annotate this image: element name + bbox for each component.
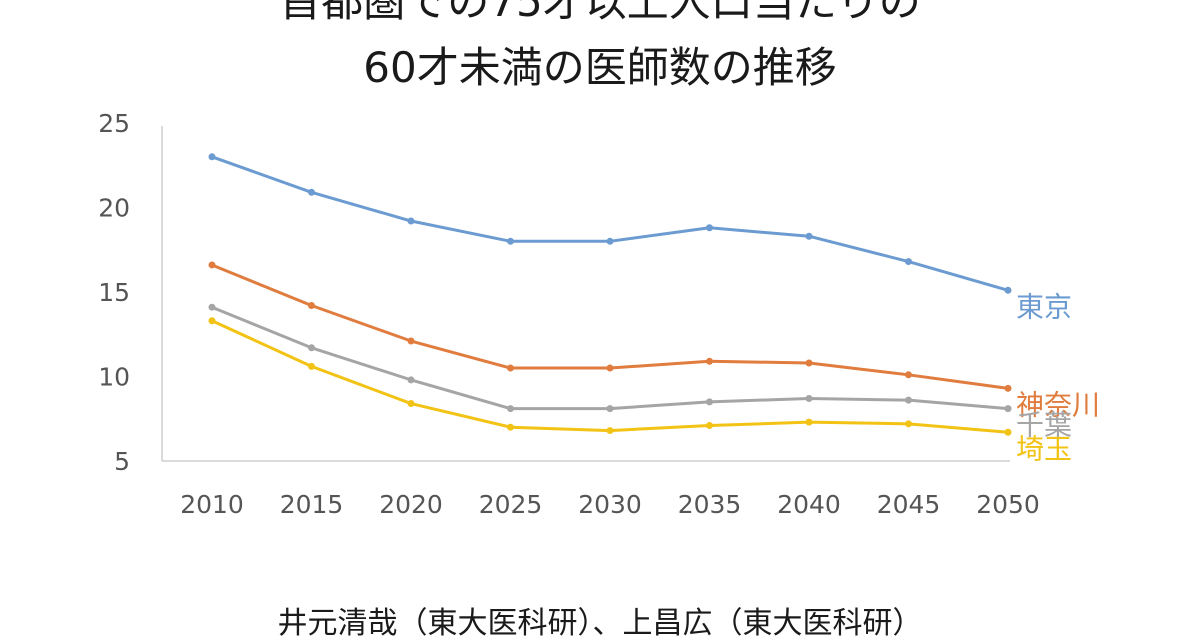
- data-point: [805, 359, 813, 367]
- x-tick-label: 2025: [479, 490, 543, 519]
- data-point: [805, 418, 813, 426]
- y-tick-label: 20: [98, 194, 130, 223]
- y-tick-label: 25: [98, 109, 130, 138]
- data-point: [208, 303, 216, 311]
- series-label: 埼玉: [1016, 432, 1072, 465]
- series-label: 千葉: [1016, 409, 1072, 442]
- data-point: [208, 261, 216, 269]
- chart-title-line-2: 60才未満の医師数の推移: [363, 43, 837, 92]
- x-tick-label: 2030: [578, 490, 642, 519]
- chart-title-line-1: 首都圏での75才以上人口当たりの: [279, 0, 921, 26]
- data-point: [606, 405, 614, 413]
- data-point: [805, 394, 813, 402]
- series-line: [211, 319, 1009, 434]
- data-point: [308, 344, 315, 352]
- data-point: [905, 371, 912, 379]
- data-point: [308, 188, 315, 196]
- x-tick-label: 2035: [678, 490, 742, 519]
- data-point: [706, 224, 713, 232]
- data-point: [606, 427, 614, 435]
- x-axis-ticks: 2010 2015 2020 2025 2030 2035 2040 2045 2050: [180, 490, 1040, 519]
- x-tick-label: 2020: [379, 490, 443, 519]
- y-tick-label: 5: [114, 447, 130, 476]
- data-point: [706, 422, 713, 430]
- x-tick-label: 2010: [180, 490, 244, 519]
- x-tick-label: 2040: [777, 490, 841, 519]
- data-point: [407, 217, 415, 225]
- chart-axes: [161, 126, 1010, 462]
- data-point: [208, 317, 216, 325]
- chart-series: [208, 153, 1012, 436]
- data-point: [407, 400, 415, 408]
- data-point: [1004, 384, 1012, 392]
- data-point: [706, 357, 713, 365]
- data-point: [507, 423, 514, 431]
- data-point: [805, 232, 813, 240]
- data-point: [1004, 405, 1012, 413]
- data-point: [706, 398, 713, 406]
- y-tick-label: 15: [98, 278, 130, 307]
- data-point: [507, 237, 514, 245]
- data-point: [507, 364, 514, 372]
- x-tick-label: 2015: [280, 490, 344, 519]
- data-point: [507, 405, 514, 413]
- series-line: [211, 305, 1009, 411]
- y-axis-ticks: 5 10 15 20 25: [98, 109, 130, 476]
- series-label: 神奈川: [1016, 388, 1100, 421]
- data-point: [407, 376, 415, 384]
- data-point: [905, 396, 912, 404]
- credit-text: 井元清哉（東大医科研）、上昌広（東大医科研）: [277, 606, 923, 641]
- data-point: [905, 258, 912, 266]
- data-point: [905, 420, 912, 428]
- y-tick-label: 10: [98, 363, 130, 392]
- data-point: [308, 302, 315, 310]
- data-point: [606, 237, 614, 245]
- data-point: [407, 337, 415, 345]
- data-point: [308, 362, 315, 370]
- series-label: 東京: [1016, 290, 1072, 323]
- series-line: [211, 155, 1009, 292]
- data-point: [1004, 428, 1012, 436]
- data-point: [606, 364, 614, 372]
- x-tick-label: 2050: [976, 490, 1040, 519]
- x-tick-label: 2045: [877, 490, 941, 519]
- data-point: [208, 153, 216, 161]
- data-point: [1004, 286, 1012, 294]
